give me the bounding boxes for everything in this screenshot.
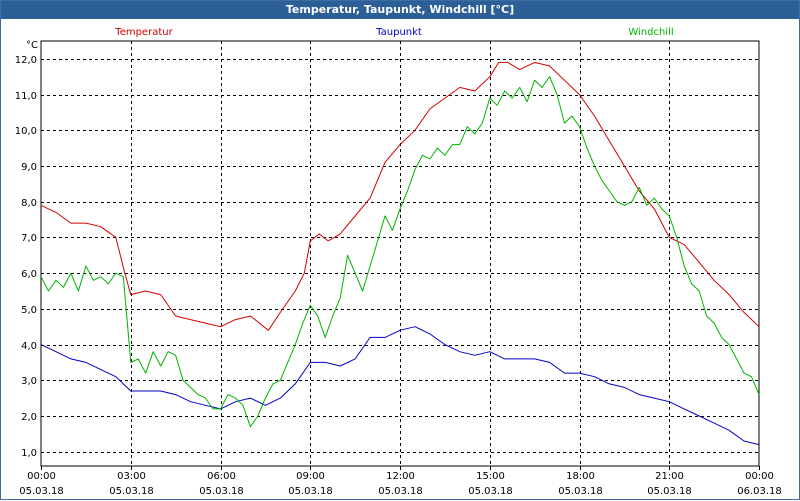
- y-tick-label: 2,0: [21, 412, 37, 423]
- legend-windchill: Windchill: [628, 27, 673, 38]
- x-tick-date-label: 05.03.18: [109, 486, 154, 497]
- x-tick-date-label: 06.03.18: [737, 486, 782, 497]
- x-tick-date-label: 05.03.18: [558, 486, 603, 497]
- y-tick-label: 12,0: [15, 55, 37, 66]
- y-tick-label: 5,0: [21, 305, 37, 316]
- x-tick-date-label: 05.03.18: [647, 486, 692, 497]
- window-title: Temperatur, Taupunkt, Windchill [°C]: [1, 1, 799, 19]
- x-tick-date-label: 05.03.18: [199, 486, 244, 497]
- x-tick-date-label: 05.03.18: [288, 486, 333, 497]
- legend-taupunkt: Taupunkt: [375, 27, 422, 38]
- x-tick-time-label: 18:00: [566, 471, 595, 482]
- x-tick-date-label: 05.03.18: [378, 486, 423, 497]
- x-tick-time-label: 15:00: [476, 471, 505, 482]
- y-tick-label: 7,0: [21, 233, 37, 244]
- y-tick-label: 3,0: [21, 376, 37, 387]
- x-tick-date-label: 05.03.18: [19, 486, 64, 497]
- series-line-taupunkt: [40, 326, 760, 446]
- y-tick-label: 4,0: [21, 341, 37, 352]
- y-tick-label: 9,0: [21, 162, 37, 173]
- x-tick-time-label: 06:00: [207, 471, 236, 482]
- y-axis-unit-label: °C: [26, 40, 38, 51]
- x-tick-time-label: 12:00: [386, 471, 415, 482]
- legend-temperatur: Temperatur: [114, 27, 173, 38]
- y-tick-label: 6,0: [21, 269, 37, 280]
- x-tick-time-label: 00:00: [27, 471, 56, 482]
- series-line-temperatur: [40, 61, 760, 331]
- x-tick-time-label: 00:00: [745, 471, 774, 482]
- series-line-windchill: [40, 76, 760, 428]
- y-tick-label: 10,0: [15, 126, 37, 137]
- y-tick-label: 11,0: [15, 91, 37, 102]
- x-tick-time-label: 21:00: [655, 471, 684, 482]
- y-tick-label: 1,0: [21, 448, 37, 459]
- y-tick-label: 8,0: [21, 198, 37, 209]
- x-tick-time-label: 03:00: [117, 471, 146, 482]
- x-tick-date-label: 05.03.18: [468, 486, 513, 497]
- x-tick-time-label: 09:00: [296, 471, 325, 482]
